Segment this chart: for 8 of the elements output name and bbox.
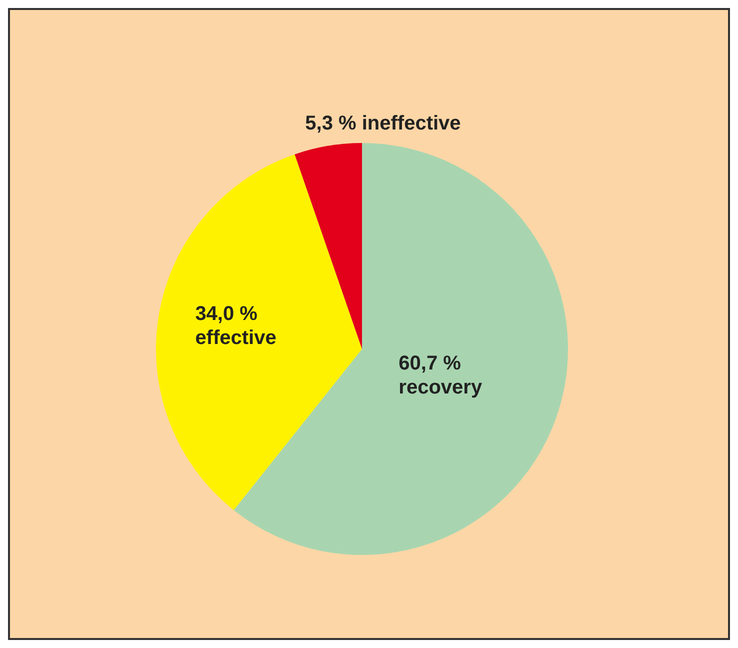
slice-label: recovery — [398, 376, 483, 399]
data-label: 34,0 % — [195, 303, 258, 326]
slice-label: effective — [195, 327, 276, 350]
pie-slice — [156, 154, 362, 510]
data-label: 60,7 % — [398, 352, 462, 375]
data-label: 5,3 % — [305, 112, 356, 135]
slice-label: ineffective — [362, 112, 461, 135]
pie-slice — [294, 143, 362, 349]
